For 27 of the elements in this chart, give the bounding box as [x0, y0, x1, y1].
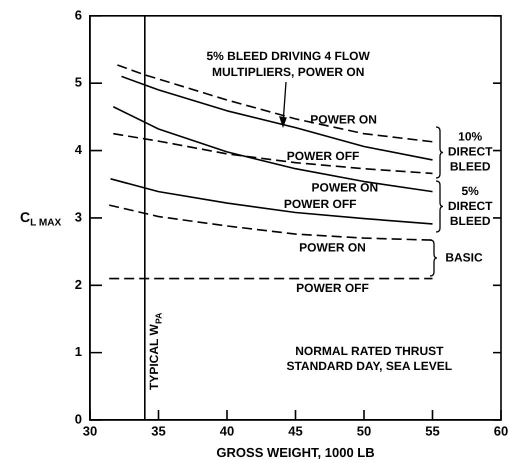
y-tick-label: 1 — [74, 344, 82, 360]
annotation: POWER OFF — [284, 196, 356, 211]
x-tick-label: 50 — [356, 423, 372, 438]
y-tick-label: 2 — [74, 276, 82, 292]
annotation: POWER ON — [299, 240, 366, 255]
annotation: 10% DIRECT BLEED — [448, 129, 494, 174]
annotation: POWER OFF — [296, 280, 369, 295]
x-tick-label: 35 — [151, 423, 166, 438]
y-tick-label: 4 — [74, 142, 83, 158]
annotation: POWER ON — [310, 112, 377, 126]
annotation: NORMAL RATED THRUST STANDARD DAY, SEA LEVEL — [286, 344, 452, 374]
x-tick-label: 60 — [494, 423, 508, 438]
annotation: 5% DIRECT BLEED — [448, 184, 494, 228]
annotation: POWER OFF — [286, 148, 360, 163]
annotation: BASIC — [445, 250, 484, 265]
x-tick-label: 30 — [82, 423, 98, 438]
y-tick-label: 5 — [74, 74, 82, 90]
y-tick-label: 3 — [74, 209, 82, 224]
x-axis-title: GROSS WEIGHT, 1000 LB — [216, 444, 375, 460]
annotation: 5% BLEED DRIVING 4 FLOW MULTIPLIERS, POWER ON — [206, 48, 371, 79]
ref-line-label: TYPICAL WPA — [147, 312, 164, 390]
y-tick-label: 6 — [74, 7, 82, 22]
x-tick-label: 40 — [220, 423, 234, 438]
x-tick-label: 45 — [288, 423, 303, 438]
y-tick-label: 0 — [74, 412, 82, 427]
annotation: POWER ON — [311, 180, 378, 195]
x-tick-label: 55 — [425, 423, 440, 438]
